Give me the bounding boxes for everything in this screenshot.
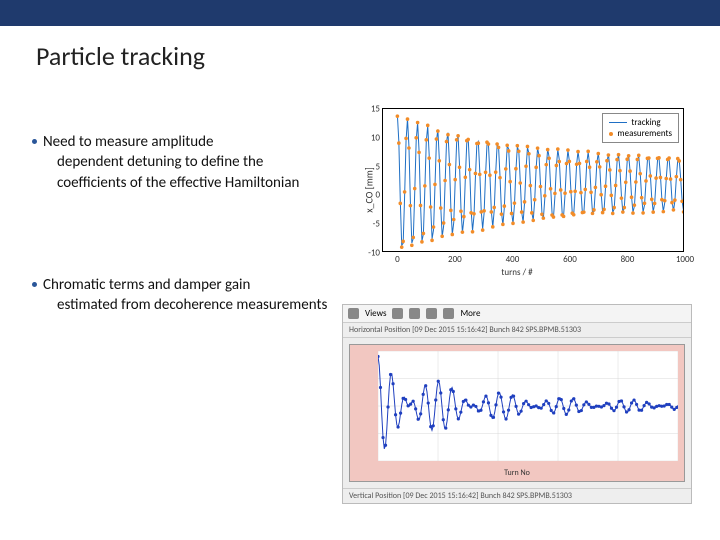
toolbar-views-label[interactable]: Views bbox=[365, 308, 386, 319]
pan-icon[interactable] bbox=[443, 308, 454, 319]
bullet-rest: dependent detuning to define the coeffic… bbox=[43, 152, 332, 193]
chart1-ytick: 5 bbox=[375, 161, 383, 172]
nav-back-icon[interactable] bbox=[392, 308, 403, 319]
slide-root: Particle tracking Need to measure amplit… bbox=[0, 0, 720, 540]
bullet-first-line: Need to measure amplitude bbox=[43, 133, 214, 151]
legend-dot-swatch bbox=[609, 132, 613, 136]
chart2-plot: Horizontal position [mm] Turn No bbox=[349, 344, 685, 482]
bullet-item: Need to measure amplitude dependent detu… bbox=[32, 132, 332, 193]
content-area: Need to measure amplitude dependent detu… bbox=[0, 72, 720, 504]
chart2-footer: Vertical Position [09 Dec 2015 15:16:42]… bbox=[343, 488, 691, 503]
bullet-dot-icon bbox=[32, 139, 37, 144]
chart1-ylabel: x_CO [mm] bbox=[362, 167, 375, 213]
decoherence-screenshot: Views More Horizontal Position [09 Dec 2… bbox=[342, 304, 692, 504]
chart2-plot-outer: Horizontal position [mm] Turn No bbox=[343, 338, 691, 488]
chart1-ytick: 0 bbox=[375, 190, 383, 201]
chart1-xtick: 400 bbox=[506, 254, 520, 265]
slide-title: Particle tracking bbox=[0, 26, 720, 72]
chart2-xlabel: Turn No bbox=[504, 468, 530, 478]
legend-line-swatch bbox=[609, 122, 627, 123]
legend-label: tracking bbox=[631, 117, 660, 128]
legend-row-measurements: measurements bbox=[609, 128, 672, 139]
chart1-plot-area: tracking measurements -10-50510150200400… bbox=[382, 108, 684, 252]
toolbar-more-label[interactable]: More bbox=[460, 308, 480, 319]
figures-column: x_CO [mm] tracking measurements bbox=[342, 100, 702, 504]
chart1-ytick: -5 bbox=[373, 219, 383, 230]
legend-label: measurements bbox=[617, 128, 672, 139]
bullet-first-line: Chromatic terms and damper gain bbox=[43, 276, 250, 294]
bullet-rest: estimated from decoherence measurements bbox=[43, 295, 327, 315]
chart1-legend: tracking measurements bbox=[602, 113, 679, 143]
chart1-xtick: 0 bbox=[395, 254, 400, 265]
chart1-xtick: 200 bbox=[448, 254, 462, 265]
bullet-text: Chromatic terms and damper gain estimate… bbox=[43, 275, 327, 316]
chart1-xtick: 800 bbox=[621, 254, 635, 265]
chart1-xtick: 600 bbox=[563, 254, 577, 265]
chart1-xlabel: turns / # bbox=[501, 267, 532, 278]
chart2-canvas bbox=[378, 351, 678, 461]
chart1-ytick: -10 bbox=[368, 248, 383, 259]
bullet-item: Chromatic terms and damper gain estimate… bbox=[32, 275, 332, 316]
chart2-toolbar: Views More bbox=[343, 305, 691, 323]
chart1-xtick: 1000 bbox=[676, 254, 694, 265]
legend-row-tracking: tracking bbox=[609, 117, 672, 128]
chart1-ytick: 15 bbox=[371, 104, 383, 115]
bullet-dot-icon bbox=[32, 282, 37, 287]
zoom-icon[interactable] bbox=[426, 308, 437, 319]
bullet-text: Need to measure amplitude dependent detu… bbox=[43, 132, 332, 193]
chart1-ytick: 10 bbox=[371, 132, 383, 143]
views-icon[interactable] bbox=[348, 308, 359, 319]
tracking-chart: x_CO [mm] tracking measurements bbox=[342, 100, 692, 280]
chart2-header: Horizontal Position [09 Dec 2015 15:16:4… bbox=[343, 323, 691, 338]
nav-fwd-icon[interactable] bbox=[409, 308, 420, 319]
bullet-column: Need to measure amplitude dependent detu… bbox=[32, 100, 332, 504]
top-accent-bar bbox=[0, 0, 720, 26]
